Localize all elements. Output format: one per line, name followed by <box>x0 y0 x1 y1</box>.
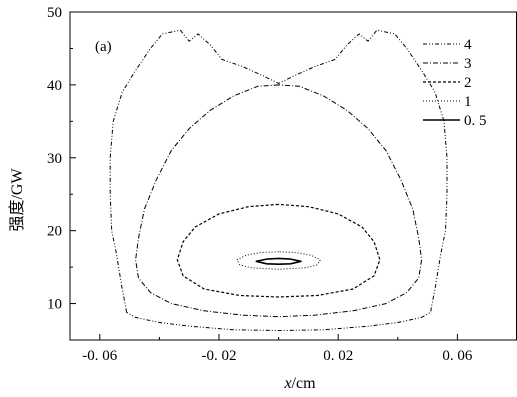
x-tick-label: -0. 06 <box>82 348 117 364</box>
contour-line-1 <box>109 29 448 331</box>
contour-series-group <box>109 29 448 331</box>
contour-line-2 <box>135 84 423 318</box>
contour-line-4 <box>236 251 321 270</box>
y-axis-title: 强度/GW <box>8 168 26 232</box>
y-tick-label: 10 <box>47 297 62 313</box>
plot-frame <box>69 11 517 341</box>
axis-tick-labels: -0. 06 -0. 02 0. 02 0. 06 10 20 30 40 50 <box>47 5 473 364</box>
legend-label: 4 <box>464 37 472 53</box>
panel-label: (a) <box>95 39 112 55</box>
axis-ticks <box>70 11 517 341</box>
legend-label: 0. 5 <box>464 113 487 129</box>
x-axis-unit: /cm <box>292 375 317 392</box>
legend-label: 2 <box>464 75 472 91</box>
x-tick-label: 0. 02 <box>323 348 353 364</box>
y-tick-label: 20 <box>47 224 62 240</box>
x-tick-label: 0. 06 <box>442 348 473 364</box>
x-axis-title: x/cm <box>283 375 316 392</box>
contour-line-3 <box>176 203 381 298</box>
legend-label: 1 <box>464 94 472 110</box>
legend: 4 3 2 1 0. 5 <box>423 37 487 129</box>
x-axis-variable: x <box>283 375 291 392</box>
x-tick-label: -0. 02 <box>202 348 237 364</box>
legend-label: 3 <box>464 56 472 72</box>
y-tick-label: 30 <box>47 151 62 167</box>
contour-line-5 <box>255 257 302 265</box>
y-tick-label: 50 <box>47 5 62 21</box>
y-tick-label: 40 <box>47 78 62 94</box>
